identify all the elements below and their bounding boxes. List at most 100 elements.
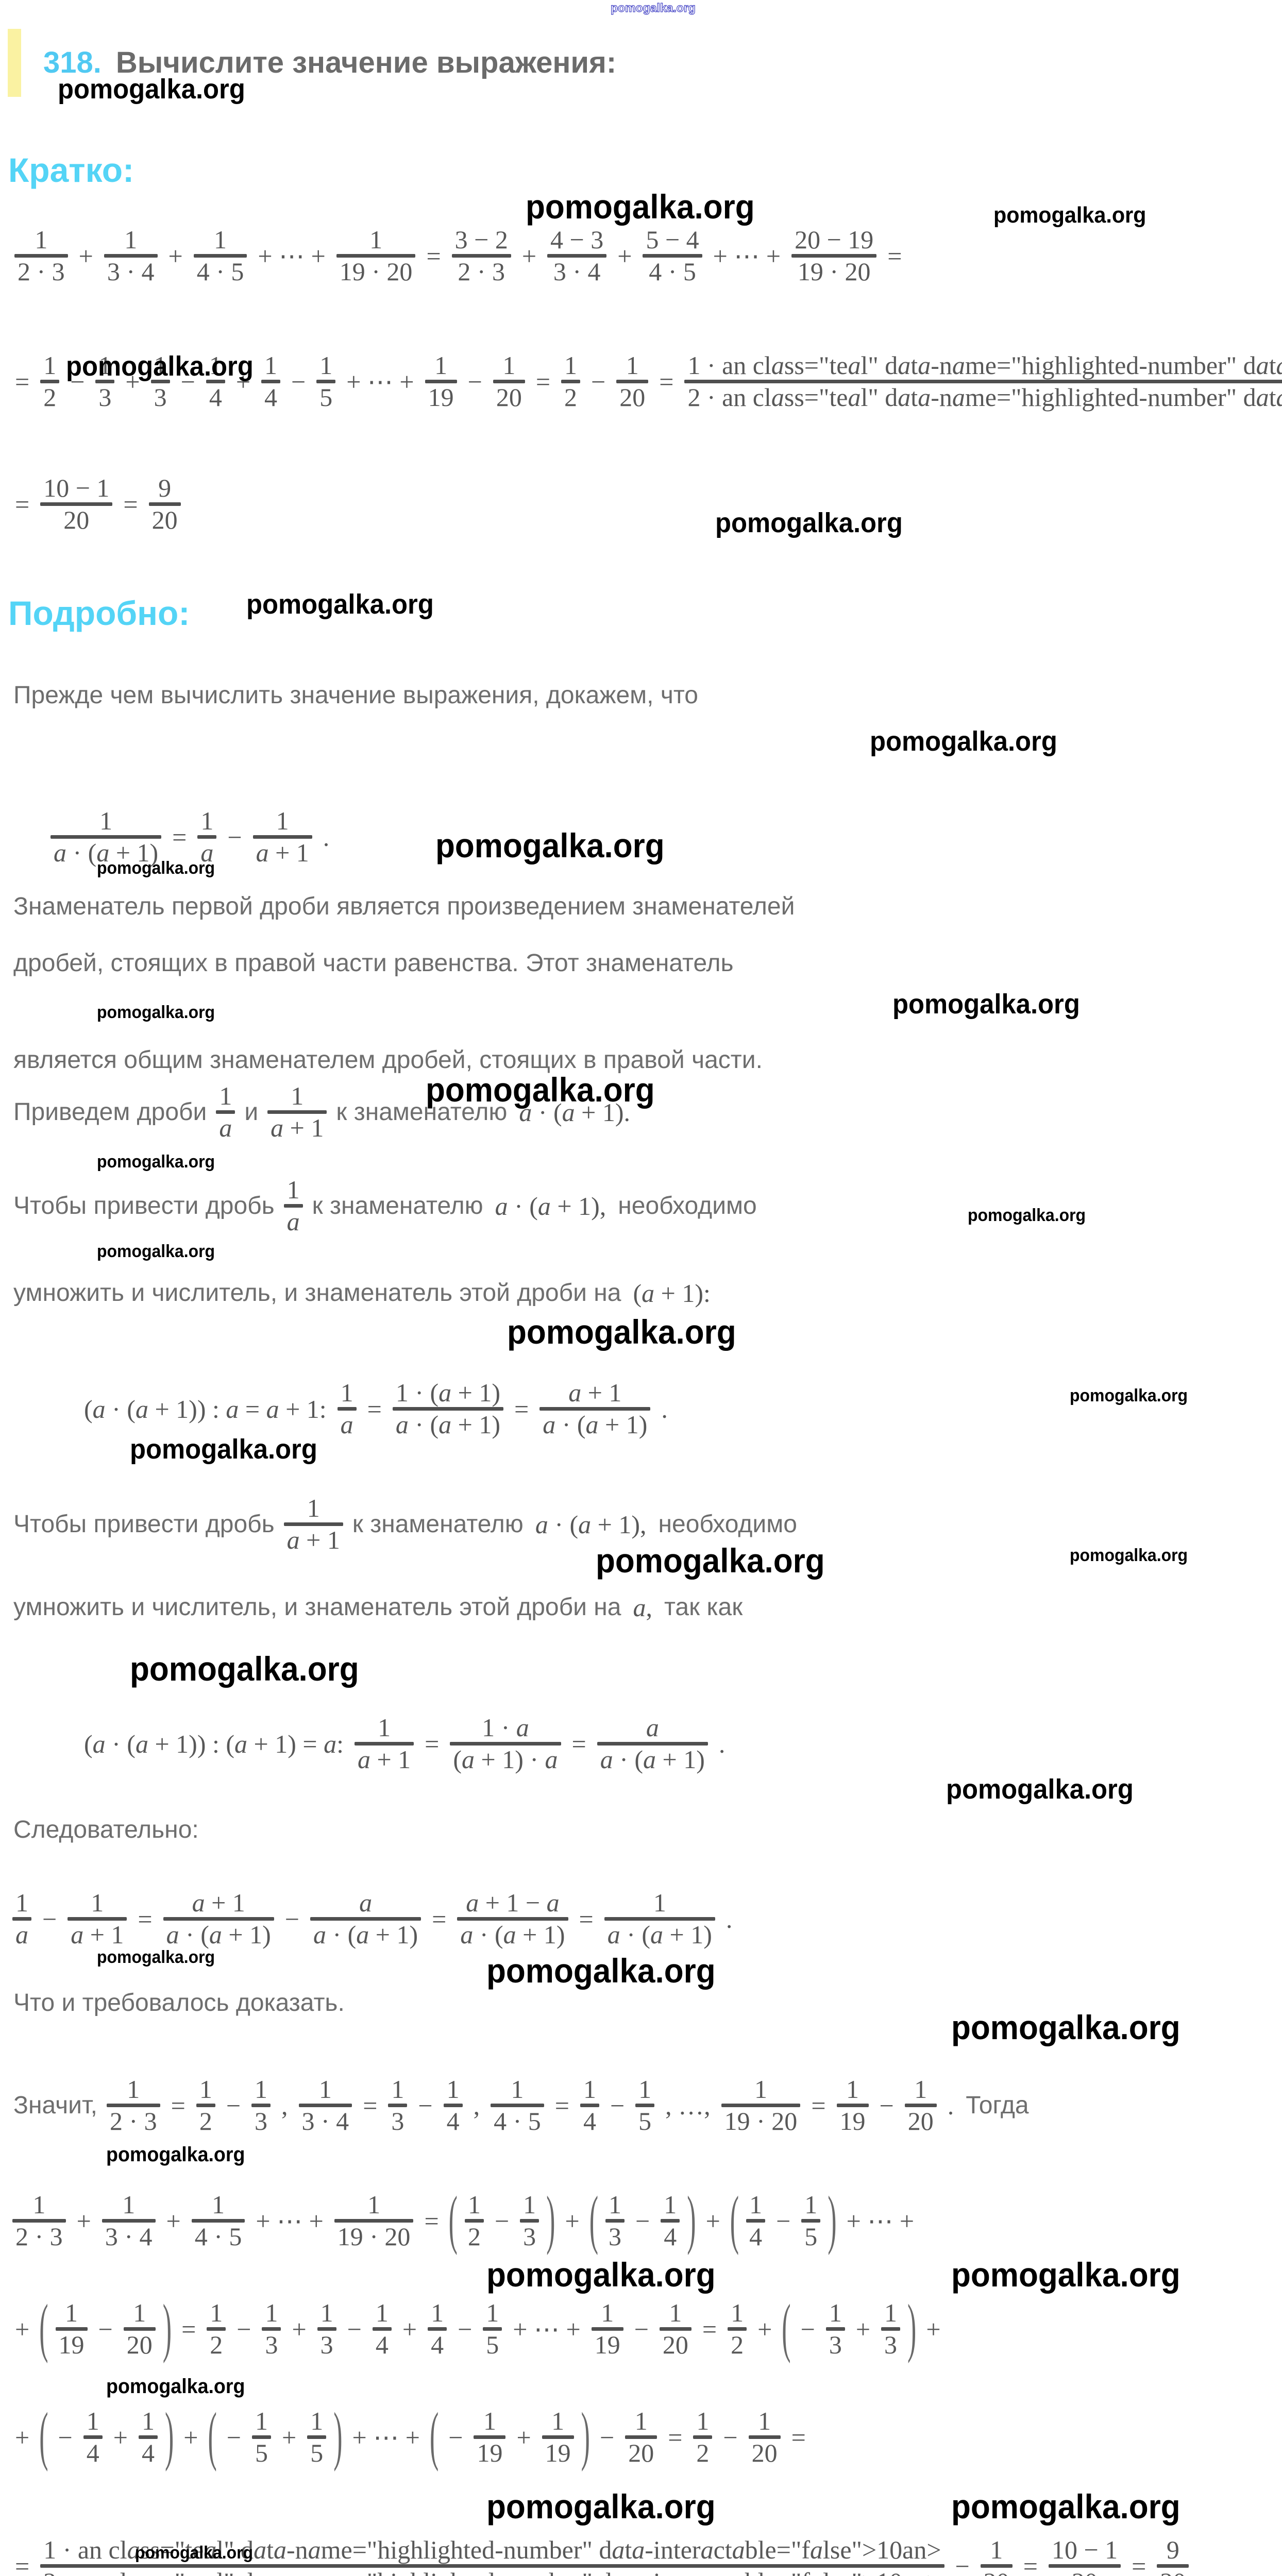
fraction-numerator: 1: [551, 2406, 565, 2435]
fraction-numerator: 1: [154, 351, 167, 380]
fraction-bar: [193, 254, 247, 258]
fraction-bar: [138, 2435, 158, 2439]
fraction-denominator: 5: [255, 2438, 268, 2467]
fraction-bar: [163, 1917, 274, 1921]
fraction-bar: [337, 1407, 357, 1411]
watermark-text: pomogalka.org: [892, 989, 1080, 1020]
fraction-bar: [317, 2327, 336, 2331]
fraction-numerator: 1: [696, 2406, 710, 2435]
math-text: =: [887, 241, 902, 270]
fraction-bar: [464, 2219, 484, 2223]
fraction-numerator: 1: [467, 2190, 481, 2219]
fraction-denominator: 3: [255, 2107, 268, 2136]
math-text: −: [634, 2314, 649, 2344]
open-paren: (: [39, 2292, 48, 2365]
body-text: Следовательно:: [13, 1816, 199, 1843]
fraction: 1 · an class="teal" data-name="highlight…: [684, 351, 1282, 412]
fraction-denominator: a · (a + 1): [460, 1920, 565, 1949]
fraction-numerator: 1: [367, 2190, 381, 2219]
math-text: =: [1132, 2551, 1146, 2576]
equation-brief-result: = 10 − 1 20 = 9 20: [8, 474, 185, 534]
fraction-denominator: 2: [199, 2107, 212, 2136]
section-heading-brief: Кратко:: [8, 150, 134, 190]
math-text: + ⋯ +: [256, 2206, 324, 2235]
fraction-numerator: 1 · an class="teal" data-name="highlight…: [687, 351, 1282, 380]
body-text: Прежде чем вычислить значение выражения,…: [13, 682, 698, 709]
fraction-denominator: 4 · 5: [194, 2222, 242, 2251]
fraction-numerator: 1: [200, 806, 214, 835]
fraction-bar: [616, 380, 649, 383]
fraction-bar: [474, 2435, 506, 2439]
fraction-bar: [746, 2219, 766, 2223]
fraction-denominator: 4 · 5: [649, 257, 696, 286]
equation-brief-line1: 1 2 · 3 +1 3 · 4 +1 4 · 5 + ⋯ + 1 19 · 20 = 3 − 2 2…: [10, 226, 908, 286]
task-number: 318.: [43, 46, 102, 79]
fraction-numerator: 1: [15, 1888, 28, 1917]
fraction-numerator: 1: [133, 2298, 146, 2327]
body-text: Знаменатель первой дроби является произв…: [13, 893, 795, 920]
fraction-denominator: 19: [428, 383, 454, 412]
fraction-denominator: 20: [619, 383, 646, 412]
fraction: 1 · (a + 1) a · (a + 1): [392, 1379, 504, 1439]
fraction-numerator: 1: [378, 1713, 391, 1742]
watermark-text: pomogalka.org: [435, 826, 665, 865]
fraction-numerator: 10 − 1: [1051, 2535, 1118, 2564]
math-text: =: [579, 1904, 594, 1934]
fraction-denominator: a: [340, 1410, 353, 1439]
fraction-bar: [693, 2435, 713, 2439]
fraction-denominator: 3: [154, 383, 167, 412]
fraction: 1 19: [474, 2407, 506, 2467]
fraction: 1 2 · 3: [14, 226, 68, 286]
fraction-denominator: 2: [467, 2222, 481, 2251]
fraction-denominator: 2: [564, 383, 578, 412]
fraction-numerator: 1: [86, 2406, 99, 2435]
fraction-bar: [542, 2435, 574, 2439]
fraction-denominator: a + 1: [271, 1113, 324, 1142]
fraction-numerator: a + 1: [568, 1378, 622, 1407]
fraction-denominator: 20: [907, 2107, 934, 2136]
fraction: a a · (a + 1): [310, 1889, 421, 1949]
fraction-bar: [491, 2104, 544, 2107]
paragraph-multiply-first: умножить и числитель, и знаменатель этой…: [8, 1279, 717, 1307]
math-text: =: [15, 489, 30, 519]
fraction-numerator: 1: [486, 2298, 499, 2327]
fraction-denominator: a: [219, 1113, 232, 1142]
fraction-numerator: 1: [99, 806, 113, 835]
fraction: a + 1 − a a · (a + 1): [457, 1889, 568, 1949]
fraction-denominator: 5: [638, 2107, 652, 2136]
watermark-text: pomogalka.org: [130, 1434, 317, 1465]
fraction-bar: [881, 2327, 901, 2331]
math-text: + ⋯ +: [352, 2422, 420, 2452]
fraction-denominator: 4: [209, 383, 222, 412]
fraction: a a · (a + 1): [597, 1714, 708, 1774]
fraction-denominator: 2 · 3: [15, 2222, 63, 2251]
math-text: =: [181, 2314, 196, 2344]
fraction-bar: [801, 2219, 821, 2223]
math-text: =: [424, 2206, 439, 2235]
math-text: +: [15, 2422, 30, 2452]
fraction: 1 19: [836, 2075, 869, 2136]
fraction-numerator: 1: [731, 2298, 744, 2327]
fraction-denominator: 5: [319, 383, 333, 412]
fraction: 1 19: [425, 351, 457, 412]
fraction-bar: [721, 2104, 801, 2107]
math-text: −: [723, 2422, 738, 2452]
math-text: a,: [633, 1592, 652, 1622]
watermark-text: pomogalka.org: [486, 2487, 716, 2526]
watermark-text: pomogalka.org: [106, 2375, 245, 2398]
math-text: −: [610, 2091, 625, 2120]
fraction: 1 a + 1: [267, 1082, 327, 1142]
fraction-denominator: a · (a + 1): [395, 1410, 501, 1439]
fraction-numerator: 1: [265, 2298, 278, 2327]
fraction-bar: [354, 1742, 414, 1745]
